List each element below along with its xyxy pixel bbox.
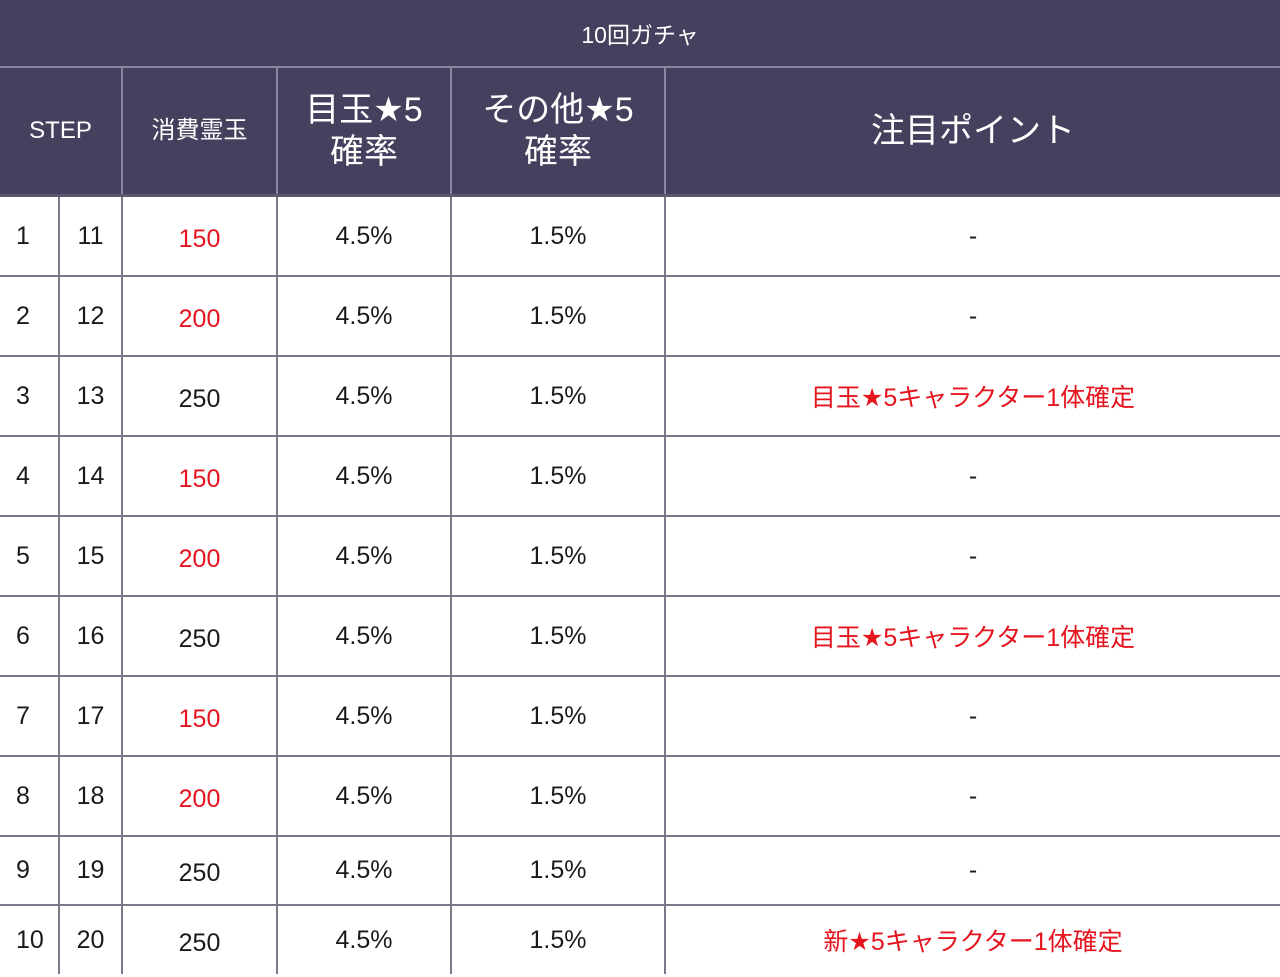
highlight-cell: - — [663, 516, 1280, 597]
header-cost: 消費霊玉 — [121, 67, 277, 197]
step-number: 5 — [0, 516, 59, 597]
cost-value: 150 — [178, 464, 221, 493]
highlight-cell: - — [663, 756, 1280, 837]
table-row: 5 15 200 4.5% 1.5% - — [0, 516, 1280, 597]
highlight-cell: - — [663, 836, 1280, 906]
table-row: 3 13 250 4.5% 1.5% 目玉★5キャラクター1体確定 — [0, 356, 1280, 437]
cost-cell: 200 — [121, 756, 277, 837]
header-featured-rate-line1: 目玉★5 — [305, 90, 423, 129]
other-rate-cell: 1.5% — [450, 596, 665, 677]
cost-cell: 150 — [121, 436, 277, 517]
cost-cell: 150 — [121, 676, 277, 757]
featured-rate-cell: 4.5% — [276, 905, 451, 974]
step-number: 1 — [0, 195, 59, 277]
table-row: 2 12 200 4.5% 1.5% - — [0, 276, 1280, 357]
highlight-cell: - — [663, 276, 1280, 357]
highlight-cell: - — [663, 195, 1280, 277]
featured-rate-cell: 4.5% — [276, 276, 451, 357]
highlight-cell: 目玉★5キャラクター1体確定 — [663, 356, 1280, 437]
header-other-rate: その他★5 確率 — [450, 67, 665, 197]
other-rate-cell: 1.5% — [450, 516, 665, 597]
step-number-second: 15 — [58, 516, 122, 597]
cost-value: 200 — [178, 784, 221, 813]
table-row: 9 19 250 4.5% 1.5% - — [0, 836, 1280, 906]
featured-rate-cell: 4.5% — [276, 436, 451, 517]
table-title-row: 10回ガチャ — [0, 0, 1280, 68]
table-row: 1 11 150 4.5% 1.5% - — [0, 195, 1280, 277]
cost-cell: 250 — [121, 356, 277, 437]
cost-cell: 250 — [121, 596, 277, 677]
other-rate-cell: 1.5% — [450, 436, 665, 517]
featured-rate-cell: 4.5% — [276, 596, 451, 677]
other-rate-cell: 1.5% — [450, 195, 665, 277]
step-number-second: 14 — [58, 436, 122, 517]
step-number: 3 — [0, 356, 59, 437]
step-number-second: 13 — [58, 356, 122, 437]
other-rate-cell: 1.5% — [450, 756, 665, 837]
cost-value: 250 — [178, 859, 221, 887]
table-row: 7 17 150 4.5% 1.5% - — [0, 676, 1280, 757]
cost-cell: 150 — [121, 195, 277, 277]
featured-rate-cell: 4.5% — [276, 756, 451, 837]
featured-rate-cell: 4.5% — [276, 195, 451, 277]
step-number: 10 — [16, 925, 44, 954]
featured-rate-cell: 4.5% — [276, 516, 451, 597]
step-number: 8 — [0, 756, 59, 837]
step-number: 6 — [0, 596, 59, 677]
step-number: 7 — [0, 676, 59, 757]
header-featured-rate-line2: 確率 — [330, 133, 398, 171]
step-number: 9 — [0, 836, 59, 906]
table-row: 4 14 150 4.5% 1.5% - — [0, 436, 1280, 517]
highlight-cell: 目玉★5キャラクター1体確定 — [663, 596, 1280, 677]
cost-value: 150 — [178, 704, 221, 733]
header-featured-rate: 目玉★5 確率 — [276, 67, 451, 197]
header-other-rate-line1: その他★5 — [482, 90, 634, 129]
table-header-row: STEP 消費霊玉 目玉★5 確率 その他★5 確率 注目ポイント — [0, 67, 1280, 197]
highlight-cell: - — [663, 436, 1280, 517]
header-highlight: 注目ポイント — [663, 67, 1280, 197]
table-title: 10回ガチャ — [0, 0, 1280, 68]
other-rate-cell: 1.5% — [450, 836, 665, 906]
cost-value: 250 — [178, 384, 221, 413]
cost-cell: 200 — [121, 276, 277, 357]
step-number-second: 11 — [58, 195, 122, 277]
cost-cell: 250 — [121, 836, 277, 906]
other-rate-cell: 1.5% — [450, 905, 665, 974]
step-number-second: 19 — [58, 836, 122, 906]
featured-rate-cell: 4.5% — [276, 676, 451, 757]
step-number-second: 20 — [58, 905, 122, 974]
other-rate-cell: 1.5% — [450, 276, 665, 357]
cost-value: 200 — [178, 304, 221, 333]
step-number: 4 — [0, 436, 59, 517]
cost-cell: 200 — [121, 516, 277, 597]
table-body: 1 11 150 4.5% 1.5% - 2 12 200 4.5% 1.5% … — [0, 195, 1280, 974]
cost-value: 250 — [178, 624, 221, 653]
header-other-rate-line2: 確率 — [524, 133, 592, 171]
cost-value: 250 — [178, 928, 221, 957]
cost-value: 200 — [178, 544, 221, 573]
other-rate-cell: 1.5% — [450, 676, 665, 757]
cost-cell: 250 — [121, 905, 277, 974]
highlight-cell: 新★5キャラクター1体確定 — [663, 905, 1280, 974]
step-number-second: 16 — [58, 596, 122, 677]
step-number: 2 — [0, 276, 59, 357]
highlight-cell: - — [663, 676, 1280, 757]
table-row: 6 16 250 4.5% 1.5% 目玉★5キャラクター1体確定 — [0, 596, 1280, 677]
featured-rate-cell: 4.5% — [276, 836, 451, 906]
step-number-second: 18 — [58, 756, 122, 837]
table-row: 10 20 250 4.5% 1.5% 新★5キャラクター1体確定 — [0, 905, 1280, 974]
step-number-second: 12 — [58, 276, 122, 357]
cost-value: 150 — [178, 224, 221, 253]
table-row: 8 18 200 4.5% 1.5% - — [0, 756, 1280, 837]
other-rate-cell: 1.5% — [450, 356, 665, 437]
step-number-second: 17 — [58, 676, 122, 757]
featured-rate-cell: 4.5% — [276, 356, 451, 437]
header-step: STEP — [0, 67, 122, 197]
